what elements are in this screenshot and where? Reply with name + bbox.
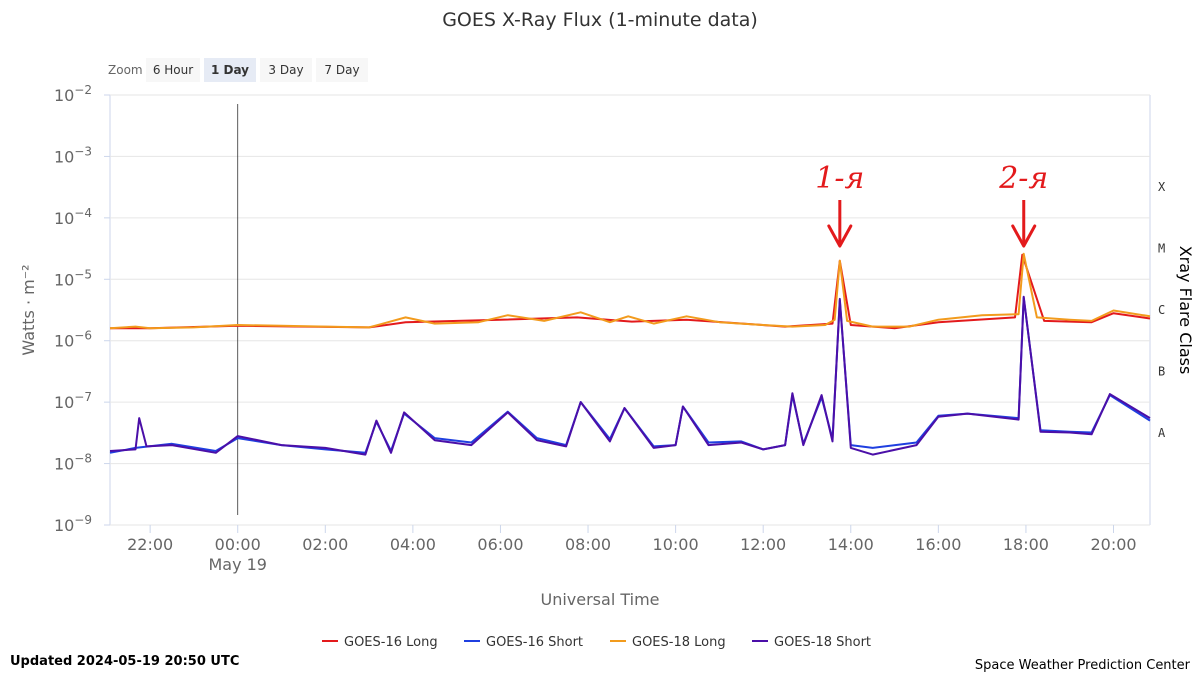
right-axis-title: Xray Flare Class [1176, 246, 1195, 375]
x-tick-label: 20:00 [1090, 535, 1136, 554]
x-tick-label: 22:00 [127, 535, 173, 554]
annotation-arrow-head [1011, 224, 1037, 248]
legend: GOES-16 Long GOES-16 Short GOES-18 Long GOE… [322, 635, 871, 650]
y-tick-label: 10−4 [54, 206, 92, 228]
zoom-button-6-hour[interactable]: 6 Hour [153, 63, 193, 77]
annotation-arrow-head [827, 224, 853, 248]
zoom-controls: Zoom 6 Hour 1 Day 3 Day 7 Day [108, 58, 368, 82]
credit-text: Space Weather Prediction Center [975, 658, 1191, 673]
x-tick-sublabel: May 19 [208, 555, 267, 574]
zoom-label: Zoom [108, 63, 143, 77]
flare-class-label: X [1158, 180, 1166, 194]
annotation-label: 2-я [998, 161, 1048, 196]
x-tick-label: 16:00 [915, 535, 961, 554]
annotation-label: 1-я [815, 161, 864, 196]
x-tick-label: 10:00 [653, 535, 699, 554]
x-tick-label: 00:00 [215, 535, 261, 554]
y-tick-label: 10−6 [54, 329, 92, 351]
zoom-button-bg [204, 58, 256, 82]
x-axis-title: Universal Time [540, 590, 659, 609]
flare-class-label: B [1158, 364, 1165, 378]
grid-lines [110, 94, 1150, 526]
y-tick-label: 10−7 [54, 390, 92, 412]
x-tick-label: 06:00 [477, 535, 523, 554]
x-tick-label: 04:00 [390, 535, 436, 554]
y-tick-label: 10−3 [54, 144, 92, 166]
series-line-goes-18-short [109, 295, 1151, 456]
zoom-button-bg [146, 58, 200, 82]
flare-class-label: A [1158, 426, 1166, 440]
annotations: 1-я 2-я [815, 161, 1048, 248]
flare-class-label: M [1158, 242, 1165, 256]
legend-item-goes-16-short[interactable]: GOES-16 Short [486, 635, 583, 650]
y-tick-label: 10−8 [54, 452, 92, 474]
zoom-button-bg [316, 58, 368, 82]
zoom-button-7-day[interactable]: 7 Day [324, 63, 359, 77]
flare-class-label: C [1158, 303, 1165, 317]
updated-timestamp: Updated 2024-05-19 20:50 UTC [10, 654, 239, 669]
x-tick-label: 12:00 [740, 535, 786, 554]
series-line-goes-16-long [110, 253, 1151, 330]
legend-item-goes-18-short[interactable]: GOES-18 Short [774, 635, 871, 650]
flare-class-axis: X M C B A [1158, 180, 1166, 440]
y-axis-ticks: 10−2 10−3 10−4 10−5 10−6 10−7 10−8 10−9 [54, 83, 110, 535]
zoom-button-3-day[interactable]: 3 Day [268, 63, 303, 77]
zoom-button-1-day[interactable]: 1 Day [211, 63, 249, 77]
y-tick-label: 10−2 [54, 83, 92, 105]
y-axis-title: Watts · m⁻² [19, 264, 38, 355]
x-tick-label: 08:00 [565, 535, 611, 554]
series-lines [109, 252, 1151, 456]
series-line-goes-18-long [109, 252, 1151, 330]
x-tick-label: 18:00 [1003, 535, 1049, 554]
x-tick-label: 02:00 [302, 535, 348, 554]
legend-item-goes-18-long[interactable]: GOES-18 Long [632, 635, 726, 650]
zoom-button-bg [260, 58, 312, 82]
x-tick-label: 14:00 [828, 535, 874, 554]
y-tick-label: 10−5 [54, 267, 92, 289]
y-tick-label: 10−9 [54, 513, 92, 535]
legend-item-goes-16-long[interactable]: GOES-16 Long [344, 635, 438, 650]
chart-title: GOES X-Ray Flux (1-minute data) [442, 9, 758, 31]
